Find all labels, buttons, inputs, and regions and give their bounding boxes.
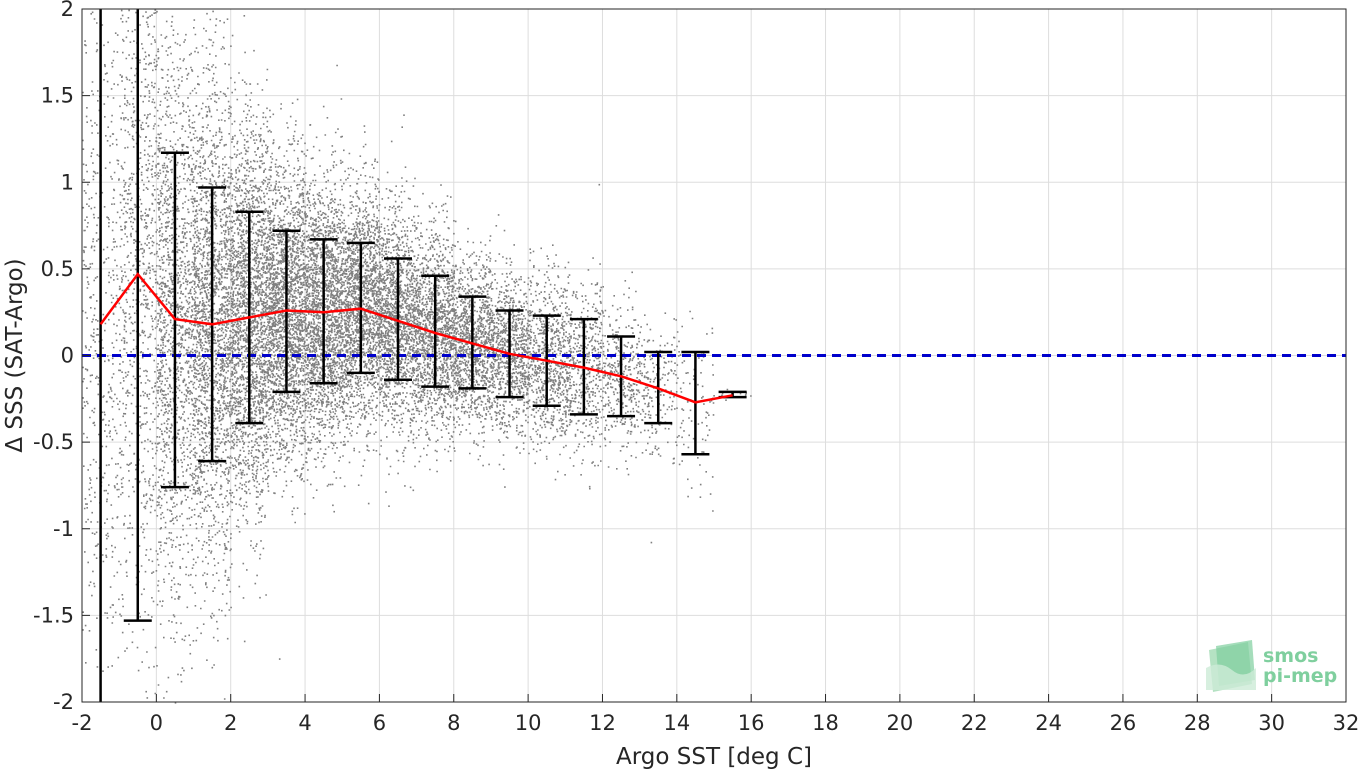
y-tick-label: 1.5 — [41, 84, 74, 108]
mean-line-series — [99, 272, 733, 404]
x-tick-label: 4 — [298, 711, 311, 735]
x-tick-label: 22 — [961, 711, 988, 735]
y-axis-label: Δ SSS (SAT-Argo) — [2, 258, 28, 452]
x-tick-label: 28 — [1184, 711, 1211, 735]
x-tick-label: 32 — [1333, 711, 1359, 735]
x-tick-label: 2 — [224, 711, 237, 735]
y-tick-label: 1 — [61, 170, 74, 194]
y-tick-label: 0.5 — [41, 257, 74, 281]
x-tick-label: 18 — [812, 711, 839, 735]
error-bar — [421, 274, 450, 388]
x-tick-label: 20 — [887, 711, 914, 735]
x-tick-label: 24 — [1035, 711, 1062, 735]
logo-line1: smos — [1263, 645, 1318, 667]
y-tick-label: -1 — [53, 517, 74, 541]
x-tick-label: -2 — [72, 711, 93, 735]
x-axis-ticks: -2 0 2 4 6 8 10 12 14 16 18 20 22 24 26 28 30 32 — [72, 694, 1359, 735]
x-tick-label: 30 — [1258, 711, 1285, 735]
x-tick-label: 14 — [663, 711, 690, 735]
y-tick-label: 2 — [61, 0, 74, 21]
x-tick-label: 26 — [1110, 711, 1137, 735]
x-axis-label: Argo SST [deg C] — [616, 744, 812, 770]
x-tick-label: 16 — [738, 711, 765, 735]
x-tick-label: 0 — [150, 711, 163, 735]
smos-pi-mep-logo: smos pi-mep — [1206, 640, 1337, 692]
x-tick-label: 10 — [515, 711, 542, 735]
y-tick-label: -1.5 — [33, 603, 74, 627]
x-tick-label: 8 — [447, 711, 460, 735]
error-bar — [123, 9, 152, 622]
y-tick-label: -0.5 — [33, 430, 74, 454]
y-axis-ticks: -2 -1.5 -1 -0.5 0 0.5 1 1.5 2 — [33, 0, 90, 714]
y-tick-label: 0 — [61, 344, 74, 368]
y-tick-label: -2 — [53, 690, 74, 714]
x-tick-label: 12 — [589, 711, 616, 735]
error-bar — [384, 257, 412, 382]
logo-waves-icon — [1206, 640, 1256, 692]
x-tick-label: 6 — [373, 711, 386, 735]
logo-line2: pi-mep — [1263, 665, 1337, 687]
mean-line — [99, 272, 733, 404]
